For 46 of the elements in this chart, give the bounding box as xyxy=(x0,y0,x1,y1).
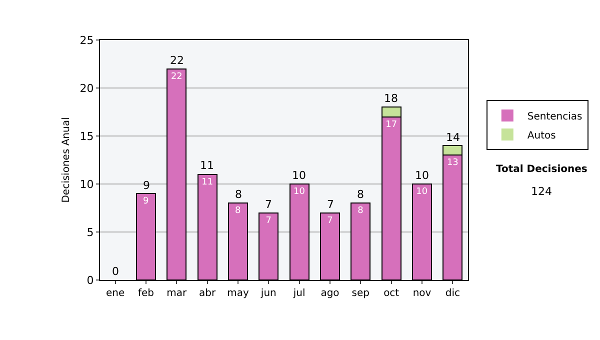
y-tick-label: 10 xyxy=(80,178,94,191)
total-label: 7 xyxy=(265,198,272,211)
text: 124 xyxy=(531,185,552,198)
y-axis-title: Decisiones Anual xyxy=(60,117,72,203)
x-tick-label: feb xyxy=(138,288,154,299)
total-label: 18 xyxy=(384,92,398,105)
y-tick-label: 0 xyxy=(86,274,94,287)
data-label: 7 xyxy=(327,216,333,226)
x-tick-label: ene xyxy=(106,288,125,299)
data-label: 7 xyxy=(266,216,272,226)
total-label: 8 xyxy=(357,188,364,201)
x-tick-label: jun xyxy=(260,288,276,299)
x-tick-label: jul xyxy=(292,288,306,299)
data-label: 9 xyxy=(143,196,149,207)
y-tick-label: 15 xyxy=(80,130,94,143)
x-tick-label: mar xyxy=(166,288,188,299)
total-label: 10 xyxy=(292,169,306,182)
x-tick-label: sep xyxy=(352,288,370,299)
data-label: 17 xyxy=(386,120,398,130)
total-label: 22 xyxy=(170,54,184,67)
legend-label: Autos xyxy=(527,130,556,142)
y-tick-label: 20 xyxy=(80,82,94,95)
data-label: 8 xyxy=(235,206,241,216)
total-label: 7 xyxy=(327,198,334,211)
y-tick-label: 5 xyxy=(86,226,94,239)
data-label: 10 xyxy=(293,187,306,197)
y-tick-label: 25 xyxy=(80,34,94,47)
x-tick-label: dic xyxy=(445,288,460,299)
total-label: 10 xyxy=(415,169,429,182)
x-tick-label: oct xyxy=(384,288,400,299)
text: Total Decisiones xyxy=(496,164,588,175)
total-label: 0 xyxy=(112,265,119,278)
x-tick-label: may xyxy=(227,288,249,299)
x-tick-label: nov xyxy=(412,288,432,299)
legend-label: Sentencias xyxy=(527,111,582,122)
total-label: 9 xyxy=(143,179,150,192)
data-label: 22 xyxy=(170,72,182,82)
data-label: 8 xyxy=(358,206,364,216)
data-label: 10 xyxy=(416,187,428,197)
x-tick-label: ago xyxy=(320,288,340,299)
data-label: 13 xyxy=(446,158,458,168)
total-label: 11 xyxy=(200,159,214,172)
data-label: 11 xyxy=(202,177,214,188)
total-label: 14 xyxy=(446,131,460,144)
total-label: 8 xyxy=(235,188,242,201)
x-tick-label: abr xyxy=(199,288,217,299)
